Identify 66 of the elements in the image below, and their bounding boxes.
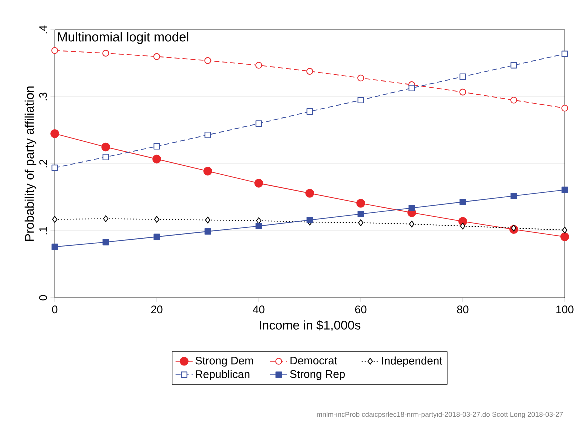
point xyxy=(408,205,416,212)
point xyxy=(204,132,212,138)
point xyxy=(256,62,262,69)
point xyxy=(560,232,570,242)
point xyxy=(52,47,58,54)
point xyxy=(204,228,212,235)
point xyxy=(358,220,364,226)
point xyxy=(460,222,466,230)
legend-label: Independent xyxy=(382,356,442,368)
y-axis-title: Probability of party affiliation xyxy=(24,86,37,242)
legend-label: Strong Dem xyxy=(196,356,254,367)
point xyxy=(562,226,568,234)
x-tick-label: 100 xyxy=(556,306,574,314)
point xyxy=(358,211,364,218)
point xyxy=(154,53,160,60)
y-tick-label: .2 xyxy=(40,160,48,168)
point xyxy=(510,192,518,200)
x-axis-title: Income in $1,000s xyxy=(260,320,361,332)
y-tick-label: .1 xyxy=(40,226,48,235)
point xyxy=(460,88,466,96)
point xyxy=(358,97,364,104)
point xyxy=(562,50,568,58)
point xyxy=(152,154,162,164)
x-tick-label: 20 xyxy=(151,306,163,314)
x-tick-label: 0 xyxy=(52,306,58,314)
point xyxy=(256,218,262,224)
point xyxy=(256,120,262,127)
point xyxy=(562,104,568,112)
point xyxy=(154,143,160,150)
chart-title: Multinomial logit model xyxy=(58,32,189,44)
y-tick-label: .4 xyxy=(40,26,48,34)
point xyxy=(102,154,110,160)
point xyxy=(511,224,517,232)
point xyxy=(254,179,264,188)
point xyxy=(102,50,110,57)
point xyxy=(102,142,110,152)
point xyxy=(306,217,314,224)
y-tick-label: .3 xyxy=(39,92,48,101)
point xyxy=(460,198,466,206)
point xyxy=(256,223,262,230)
point xyxy=(306,189,314,198)
x-tick-label: 60 xyxy=(355,306,367,314)
point xyxy=(358,74,364,82)
point xyxy=(204,166,212,176)
point xyxy=(102,239,110,246)
legend-label: Strong Rep xyxy=(290,370,346,380)
point xyxy=(306,68,314,75)
legend-label: Democrat xyxy=(290,357,338,365)
point xyxy=(562,186,568,194)
point xyxy=(50,129,60,138)
point xyxy=(205,216,211,224)
point xyxy=(154,216,160,224)
point xyxy=(204,57,212,64)
y-tick-label: 0 xyxy=(39,295,48,301)
x-tick-label: 80 xyxy=(457,306,469,314)
point xyxy=(52,244,58,250)
point xyxy=(103,216,109,222)
point xyxy=(356,199,366,208)
point xyxy=(52,216,58,224)
point xyxy=(460,74,466,80)
x-tick-label: 40 xyxy=(253,306,265,314)
point xyxy=(306,108,314,115)
point xyxy=(408,85,416,92)
point xyxy=(409,220,415,228)
point xyxy=(510,96,518,104)
legend-label: Republican xyxy=(196,370,250,381)
